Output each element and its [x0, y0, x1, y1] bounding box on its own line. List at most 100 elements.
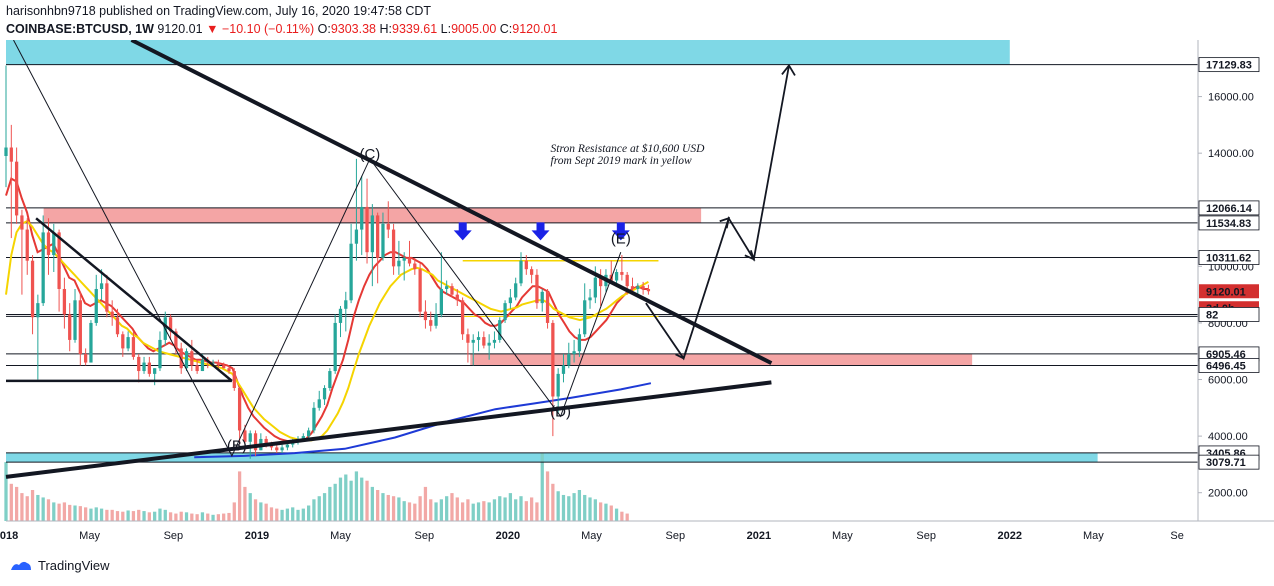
candle-body	[57, 232, 61, 289]
price-tick-label: 16000.00	[1208, 92, 1254, 104]
volume-bar	[301, 508, 305, 521]
volume-bar	[174, 513, 178, 521]
candle-body	[577, 334, 582, 352]
volume-bar	[78, 506, 82, 521]
price-label-box	[1198, 250, 1260, 265]
price-tick-label: 2000.00	[1208, 488, 1248, 500]
time-tick-label: 2020	[496, 530, 520, 542]
candle-body	[556, 373, 560, 397]
volume-bar	[158, 508, 162, 521]
candle-body	[402, 257, 406, 261]
candle-body	[561, 365, 566, 374]
symbol-label[interactable]: COINBASE:BTCUSD, 1W	[6, 22, 154, 36]
volume-bar	[137, 509, 141, 521]
volume-bar	[216, 514, 221, 521]
blue-down-arrow-icon	[611, 222, 630, 241]
candle-body	[174, 331, 178, 349]
candle-body	[593, 277, 597, 298]
candle-body	[20, 215, 24, 230]
price-label-text: 3079.71	[1206, 457, 1246, 469]
candle-body	[439, 288, 443, 315]
volume-bar	[482, 501, 486, 521]
volume-bar	[168, 512, 173, 521]
candle-body	[216, 362, 221, 366]
volume-bar	[317, 496, 321, 521]
candle-body	[397, 260, 401, 267]
volume-bar	[370, 486, 374, 521]
price-chart[interactable]: (B) (C) (D) (E) Stron Resistance at $10,600 …	[0, 40, 1274, 552]
candle-body	[25, 229, 29, 261]
high-value: 9339.61	[392, 22, 438, 36]
candle-body	[322, 388, 327, 400]
volume-bar	[4, 462, 8, 521]
candle-body	[498, 320, 502, 340]
volume-bar	[455, 497, 459, 521]
candle-body	[285, 444, 290, 448]
elliott-wave-path	[13, 40, 622, 458]
wave-label: (B)	[227, 437, 247, 454]
volume-bar	[46, 499, 51, 521]
candle-body	[466, 334, 470, 343]
candle-body	[535, 274, 539, 304]
close-value: 9120.01	[512, 22, 558, 36]
volume-bar	[200, 512, 205, 521]
volume-bar	[577, 490, 582, 521]
volume-bar	[567, 496, 571, 521]
volume-bar	[94, 507, 98, 521]
volume-bar	[540, 452, 544, 521]
price-label-box	[1198, 200, 1260, 216]
candle-body	[200, 359, 205, 372]
volume-bar	[391, 496, 396, 521]
time-tick-label: 2019	[245, 530, 269, 542]
candle-body	[567, 354, 571, 366]
volume-bar	[179, 511, 183, 521]
tradingview-footer[interactable]: TradingView	[10, 558, 110, 573]
volume-bar	[153, 511, 157, 521]
wave-label: (C)	[359, 146, 380, 163]
candle-body	[89, 322, 93, 363]
candle-body	[551, 322, 555, 397]
candle-body	[115, 317, 120, 335]
high-label: H:	[379, 22, 393, 36]
ema-line	[5, 177, 649, 443]
candle-body	[211, 362, 215, 364]
candle-body	[41, 232, 45, 304]
volume-bar	[604, 503, 608, 521]
volume-bar	[227, 512, 231, 521]
candle-body	[450, 286, 454, 295]
volume-bar	[514, 499, 518, 521]
candle-body	[264, 438, 268, 445]
volume-bar	[25, 496, 29, 521]
volume-bar	[508, 493, 513, 521]
candle-body	[545, 291, 550, 323]
symbol-ohlc-bar: COINBASE:BTCUSD, 1W 9120.01 ▼ −10.10 (−0…	[6, 22, 557, 36]
candle-body	[280, 447, 284, 451]
candle-body	[46, 232, 51, 256]
volume-bar	[614, 508, 619, 521]
candle-body	[184, 351, 189, 369]
candle-body	[99, 283, 104, 289]
candle-body	[487, 342, 491, 346]
volume-bar	[195, 514, 199, 521]
volume-bar	[535, 502, 539, 521]
candle-body	[84, 354, 88, 363]
volume-bar	[354, 471, 359, 521]
price-label-text: 12066.14	[1206, 203, 1253, 215]
volume-bar	[9, 483, 13, 521]
volume-bar	[131, 511, 136, 521]
price-label-text: 11534.83	[1206, 218, 1251, 230]
candle-body	[275, 447, 279, 451]
price-label-box	[1199, 284, 1259, 299]
candle-body	[524, 260, 528, 270]
candle-body	[630, 286, 635, 289]
volume-bar	[296, 509, 300, 521]
trendline-early-downtrend	[35, 217, 233, 382]
zone-bottom-support	[6, 452, 1098, 463]
candle-body	[338, 308, 343, 323]
volume-bar	[52, 502, 56, 521]
candle-body	[137, 356, 141, 372]
volume-bar	[84, 507, 88, 521]
volume-bar	[381, 493, 385, 521]
time-tick-label: Sep	[164, 530, 184, 542]
volume-bar	[269, 507, 274, 521]
